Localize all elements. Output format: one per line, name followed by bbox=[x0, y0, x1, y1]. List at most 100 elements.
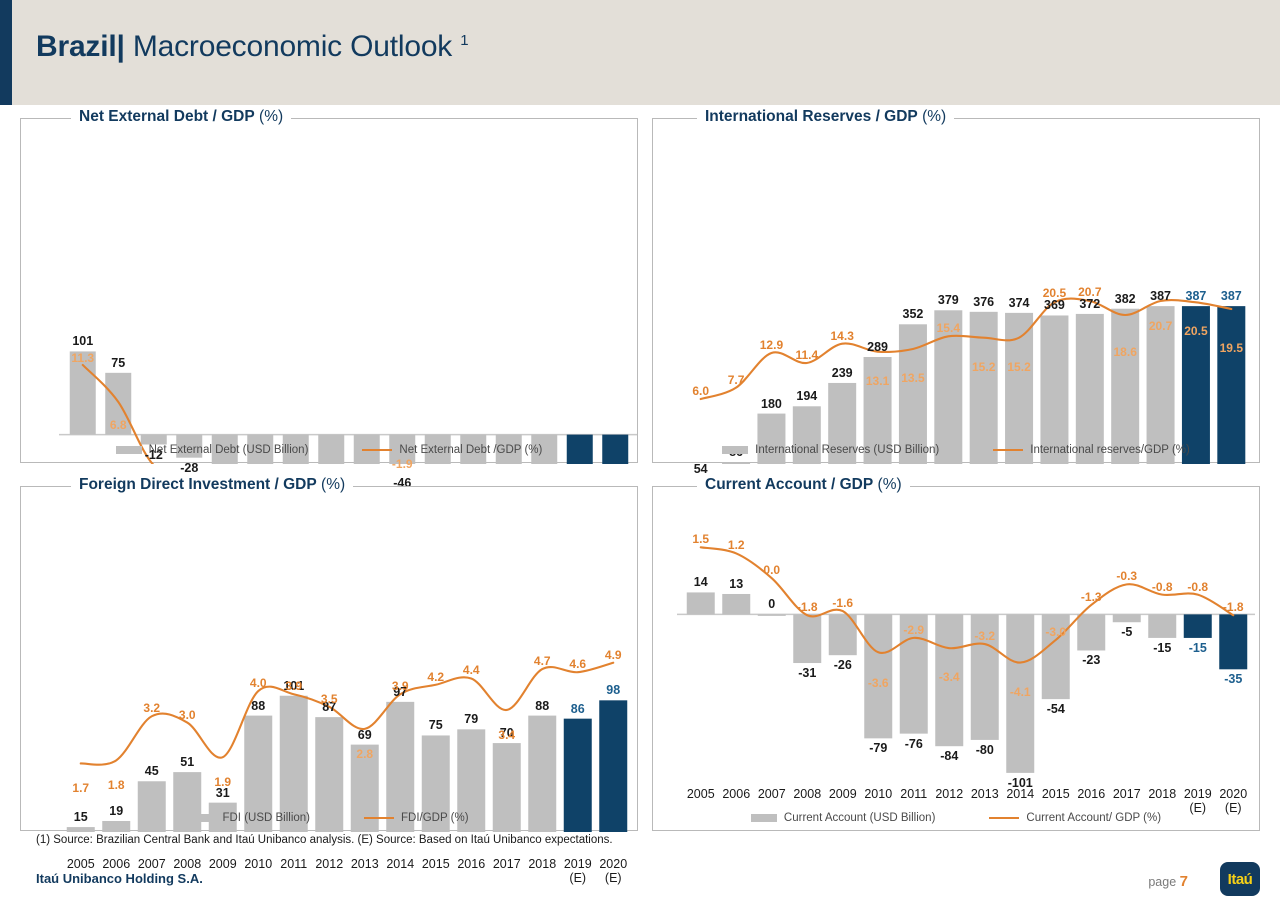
chart-title-unit: (%) bbox=[922, 108, 947, 125]
legend-bar-swatch-icon bbox=[750, 814, 777, 822]
bar-2009 bbox=[211, 434, 238, 464]
bar-2019 bbox=[566, 434, 593, 464]
x-axis-tick-2014: 2014 bbox=[386, 857, 415, 871]
x-axis-tick-2012: 2012 bbox=[935, 787, 964, 801]
x-axis-tick-2019: 2019(E) bbox=[563, 857, 592, 885]
bar-2014 bbox=[386, 701, 415, 832]
line-value-label-2013: -3.2 bbox=[974, 629, 996, 644]
bar-2020 bbox=[1219, 614, 1248, 670]
line-value-label-2014: 3.9 bbox=[391, 679, 409, 694]
x-axis-tick-2020: 2020(E) bbox=[1219, 787, 1248, 815]
x-axis-tick-2005: 2005 bbox=[686, 787, 715, 801]
bar-value-label-2018: -15 bbox=[1153, 640, 1172, 655]
x-axis-tick-2006: 2006 bbox=[722, 787, 751, 801]
bar-2010 bbox=[864, 614, 893, 739]
bar-value-label-2016: 79 bbox=[464, 712, 479, 727]
chart-title-unit: (%) bbox=[259, 108, 284, 125]
x-axis-tick-2016: 2016 bbox=[1077, 787, 1106, 801]
bar-2016 bbox=[457, 729, 486, 832]
page-title: Brazil| Macroeconomic Outlook 1 bbox=[36, 30, 469, 64]
x-axis-tick-2011: 2011 bbox=[280, 857, 308, 871]
bar-2014 bbox=[1005, 312, 1034, 464]
x-axis-tick-2012: 2012 bbox=[315, 857, 344, 871]
x-axis-tick-2011: 2011 bbox=[900, 787, 928, 801]
bar-2006 bbox=[102, 820, 131, 832]
bar-2020 bbox=[599, 700, 628, 832]
line-value-label-2019: 20.5 bbox=[1184, 324, 1208, 339]
chart-title-net-external-debt: Net External Debt / GDP (%) bbox=[71, 108, 292, 126]
bar-2007 bbox=[137, 781, 166, 832]
line-value-label-2010: -3.6 bbox=[867, 676, 889, 691]
chart-panel-foreign-direct-investment: Foreign Direct Investment / GDP (%) 15 19… bbox=[20, 476, 638, 885]
x-axis-tick-2015: 2015 bbox=[1041, 787, 1070, 801]
chart-panel-current-account: Current Account / GDP (%) 14 13 0 -31 -26 -79… bbox=[652, 476, 1260, 831]
line-value-label-2018: -0.8 bbox=[1151, 579, 1173, 594]
x-axis-tick-2014: 2014 bbox=[1006, 787, 1035, 801]
legend-bar-label: Current Account (USD Billion) bbox=[783, 812, 936, 824]
line-value-label-2010: 13.1 bbox=[865, 373, 890, 388]
line-value-label-2007: 12.9 bbox=[759, 338, 784, 352]
bar-value-label-2009: 239 bbox=[831, 365, 853, 380]
line-value-label-2005: 1.7 bbox=[72, 781, 90, 796]
line-value-label-2013: 2.8 bbox=[356, 746, 374, 761]
line-value-label-2012: -3.4 bbox=[938, 670, 960, 685]
bar-2017 bbox=[492, 743, 521, 832]
bar-value-label-2013: 376 bbox=[973, 294, 995, 309]
line-value-label-2020: 4.9 bbox=[604, 647, 622, 662]
page-number: page 7 bbox=[1148, 873, 1188, 890]
x-axis-tick-2007: 2007 bbox=[137, 857, 166, 871]
bar-value-label-2013: -80 bbox=[975, 742, 994, 757]
chart-title-international-reserves: International Reserves / GDP (%) bbox=[697, 108, 955, 126]
line-value-label-2017: 18.6 bbox=[1113, 345, 1137, 359]
chart-legend-foreign-direct-investment: FDI (USD Billion) FDI/GDP (%) bbox=[21, 812, 637, 824]
legend-bar-swatch-icon bbox=[115, 446, 142, 454]
line-value-label-2019: 4.6 bbox=[569, 657, 587, 672]
bar-2010 bbox=[244, 715, 273, 832]
bar-2015 bbox=[421, 735, 450, 832]
bar-value-label-2007: -12 bbox=[144, 447, 163, 462]
line-value-label-2016: -1.3 bbox=[1080, 589, 1102, 604]
chart-legend-current-account: Current Account (USD Billion) Current Ac… bbox=[653, 812, 1259, 824]
chart-svg-international-reserves bbox=[699, 297, 1246, 464]
bar-2018 bbox=[1148, 614, 1177, 638]
legend-line-swatch-icon bbox=[364, 817, 395, 819]
legend-line-label: FDI/GDP (%) bbox=[401, 812, 469, 824]
bar-value-label-2018: 387 bbox=[1150, 289, 1171, 304]
line-value-label-2020: -1.8 bbox=[1222, 600, 1244, 615]
bar-value-label-2007: 0 bbox=[768, 597, 776, 612]
line-value-label-2006: 1.2 bbox=[727, 538, 745, 553]
bar-2011 bbox=[282, 434, 309, 464]
bar-value-label-2017: -5 bbox=[1121, 625, 1133, 640]
page-number-label: page bbox=[1148, 875, 1177, 889]
bar-2007 bbox=[140, 434, 167, 445]
legend-bar-swatch-icon bbox=[722, 446, 749, 454]
legend-line-swatch-icon bbox=[989, 817, 1020, 819]
bar-value-label-2015: -54 bbox=[1046, 702, 1065, 717]
bar-2016 bbox=[1075, 313, 1104, 464]
bar-2014 bbox=[389, 434, 416, 464]
bar-2010 bbox=[863, 356, 892, 464]
line-series-current-account bbox=[699, 546, 1235, 664]
bar-value-label-2015: 75 bbox=[428, 718, 443, 733]
legend-item-bar: Current Account (USD Billion) bbox=[750, 812, 936, 824]
bar-2010 bbox=[247, 434, 274, 464]
legend-line-swatch-icon bbox=[362, 449, 393, 451]
legend-item-line: Net External Debt /GDP (%) bbox=[362, 444, 542, 456]
bar-2013 bbox=[970, 614, 999, 740]
bar-2008 bbox=[173, 772, 202, 832]
page-title-separator: | bbox=[116, 30, 125, 63]
bar-2013 bbox=[969, 311, 998, 464]
plot-area-foreign-direct-investment: 15 19 45 51 31 88 101 87 69 97 75 79 70 88 86 98 1.7 1.8 3… bbox=[21, 487, 637, 885]
bar-value-label-2007: 180 bbox=[761, 396, 782, 411]
line-value-label-2013: 15.2 bbox=[972, 359, 996, 374]
chart-title-main: International Reserves / GDP bbox=[705, 108, 918, 125]
bar-2011 bbox=[279, 695, 308, 832]
chart-title-main: Net External Debt / GDP bbox=[79, 108, 255, 125]
bar-2019 bbox=[1183, 614, 1212, 638]
bar-value-label-2008: 194 bbox=[796, 389, 818, 404]
bar-2008 bbox=[793, 614, 822, 664]
bar-2006 bbox=[722, 462, 751, 464]
chart-title-main: Current Account / GDP bbox=[705, 476, 874, 493]
line-value-label-2011: 13.5 bbox=[901, 371, 925, 385]
line-series-international-reserves bbox=[699, 297, 1233, 401]
